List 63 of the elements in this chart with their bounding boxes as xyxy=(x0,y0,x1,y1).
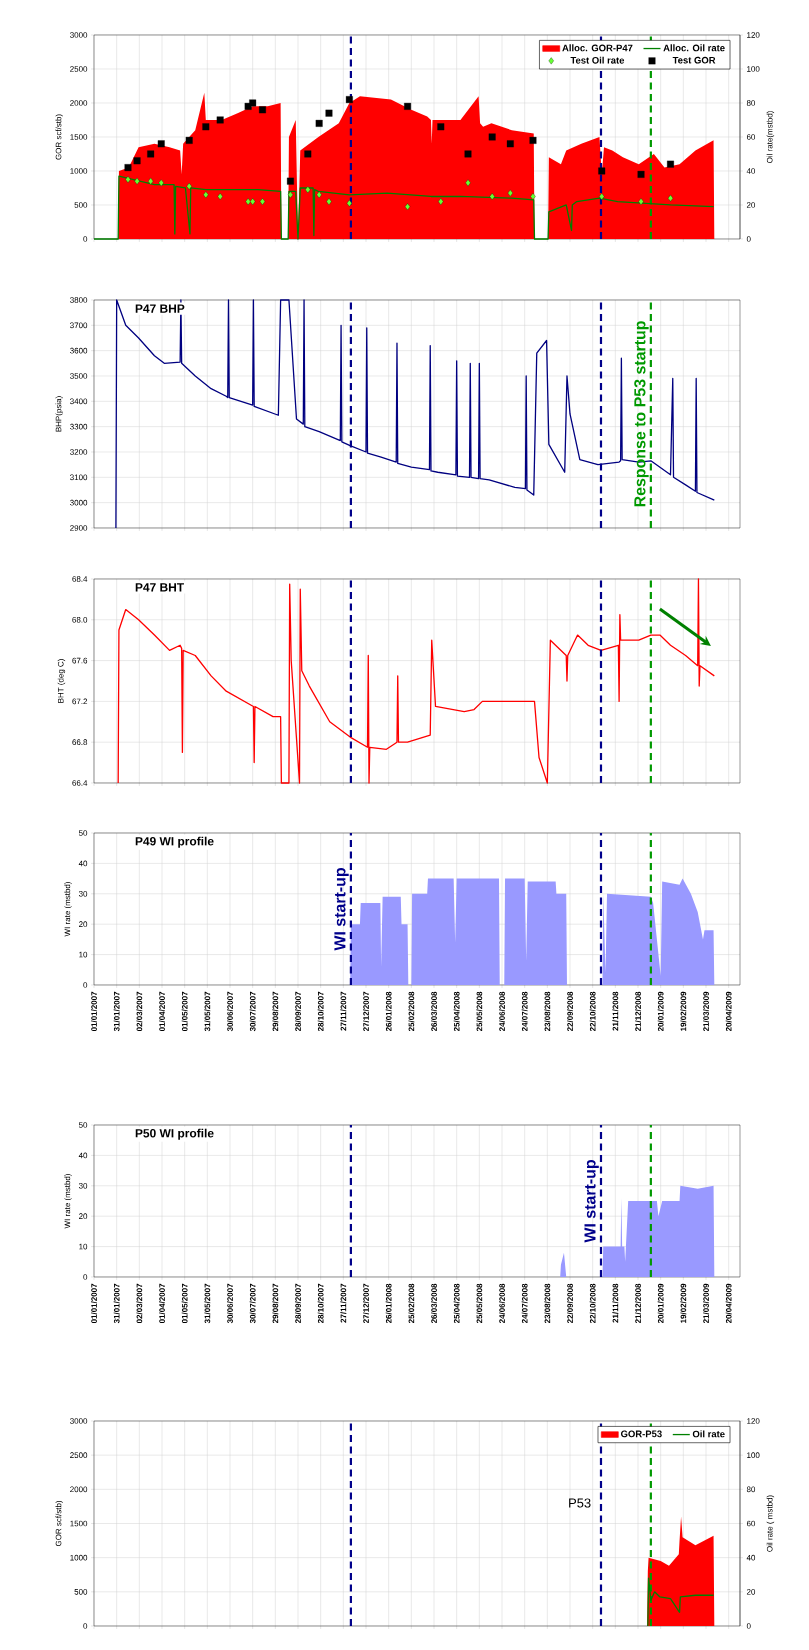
point xyxy=(529,136,537,144)
point xyxy=(185,136,193,144)
chart-title: P50 WI profile xyxy=(135,1128,214,1140)
legend-label: Test GOR xyxy=(672,56,716,64)
point xyxy=(489,193,495,200)
line-series xyxy=(115,299,715,529)
point xyxy=(667,160,674,168)
point xyxy=(506,140,514,148)
point xyxy=(507,189,513,197)
point xyxy=(250,198,256,206)
point xyxy=(438,198,444,206)
point xyxy=(216,116,224,124)
point xyxy=(530,193,536,200)
point xyxy=(404,203,411,211)
point xyxy=(245,198,251,206)
point xyxy=(598,167,606,175)
point xyxy=(202,123,210,131)
ref-line-label: Response to P53 startup xyxy=(634,321,649,507)
point xyxy=(287,191,294,199)
annotation: P53 xyxy=(569,1498,591,1508)
line-series xyxy=(647,1577,715,1627)
point xyxy=(203,191,209,199)
point xyxy=(305,186,311,194)
chart-title: P47 BHP xyxy=(135,304,185,313)
point xyxy=(157,140,165,148)
chart-title: P47 BHT xyxy=(135,583,184,592)
point xyxy=(124,164,132,172)
legend-label: GOR-P53 xyxy=(620,1430,662,1438)
point xyxy=(158,179,164,187)
legend-label: Test Oil rate xyxy=(570,56,625,64)
point xyxy=(125,176,131,183)
point xyxy=(488,133,496,141)
point xyxy=(464,150,472,158)
point xyxy=(259,198,266,206)
point xyxy=(637,170,645,178)
point xyxy=(217,193,223,200)
legend-label: Alloc. Oil rate xyxy=(663,44,725,52)
point xyxy=(249,99,257,107)
ref-line-label: WI start-up xyxy=(584,1160,599,1243)
point xyxy=(345,96,353,104)
point xyxy=(325,109,333,117)
legend-label: Alloc. GOR-P47 xyxy=(562,44,633,52)
legend-label: Oil rate xyxy=(692,1430,725,1438)
point xyxy=(259,106,266,114)
chart-title: P49 WI profile xyxy=(135,836,214,848)
point xyxy=(315,119,323,127)
point xyxy=(599,193,605,200)
point xyxy=(638,198,644,206)
point xyxy=(404,102,412,110)
point xyxy=(148,177,154,185)
ref-line-label: WI start-up xyxy=(334,868,349,951)
point xyxy=(465,179,471,187)
point xyxy=(326,198,332,206)
point xyxy=(667,194,674,202)
point xyxy=(134,177,140,185)
point xyxy=(287,177,294,185)
point xyxy=(186,182,192,190)
point xyxy=(304,150,312,158)
point xyxy=(133,157,141,165)
point xyxy=(346,199,353,207)
point xyxy=(147,150,155,158)
point xyxy=(316,191,322,199)
point xyxy=(437,123,445,131)
